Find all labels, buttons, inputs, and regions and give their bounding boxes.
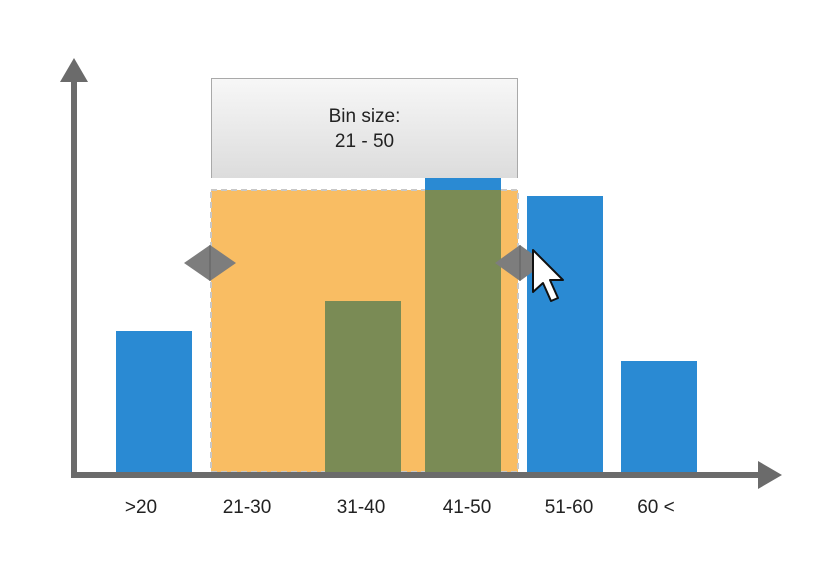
bin-size-range: 21 - 50 bbox=[334, 131, 395, 152]
x-tick-label-5: 51-60 bbox=[545, 497, 594, 518]
x-tick-label-1: >20 bbox=[125, 497, 157, 518]
x-tick-label-2: 21-30 bbox=[223, 497, 272, 518]
x-tick-labels: >20 21-30 31-40 41-50 51-60 60 < bbox=[125, 497, 675, 518]
bar-4-selected-overlay bbox=[425, 190, 501, 472]
x-tick-label-3: 31-40 bbox=[337, 497, 386, 518]
bar-3-selected-overlay bbox=[325, 301, 401, 472]
x-tick-label-4: 41-50 bbox=[443, 497, 492, 518]
y-axis-arrow bbox=[60, 58, 88, 82]
left-resize-handle[interactable] bbox=[184, 245, 236, 281]
bar-5 bbox=[527, 196, 603, 472]
bin-size-callout: Bin size: 21 - 50 bbox=[211, 78, 518, 178]
bar-1 bbox=[116, 331, 192, 472]
mouse-pointer-icon bbox=[532, 249, 564, 302]
bar-6 bbox=[621, 361, 697, 472]
x-tick-label-6: 60 < bbox=[637, 497, 675, 518]
bin-size-label: Bin size: bbox=[328, 106, 401, 127]
bars-group bbox=[116, 142, 697, 472]
axes bbox=[60, 58, 782, 489]
x-axis-arrow bbox=[758, 461, 782, 489]
